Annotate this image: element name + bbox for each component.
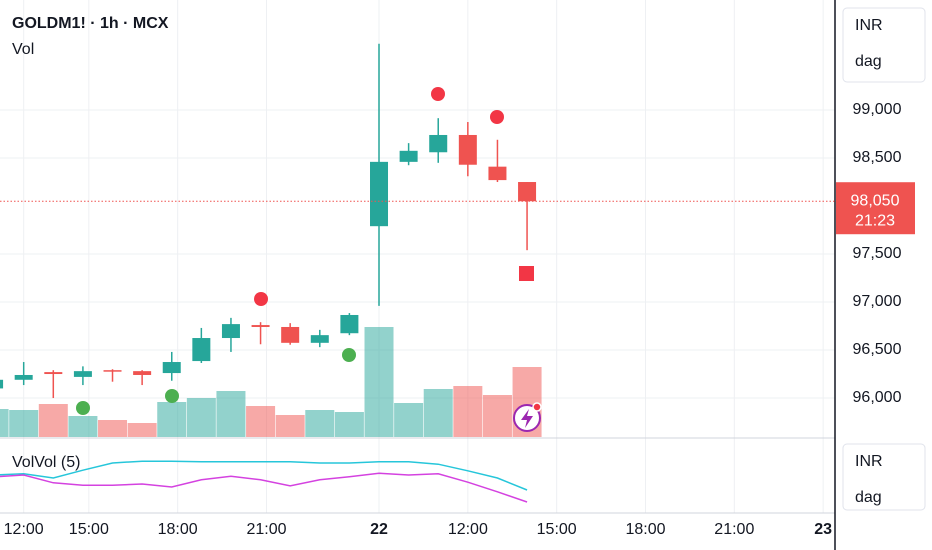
y-tick-label: 98,500: [853, 149, 902, 166]
volume-bar: [9, 410, 39, 437]
candle-body: [0, 379, 4, 389]
x-tick-label: 22: [370, 521, 388, 538]
signal-dot: [490, 110, 504, 124]
volume-bar: [334, 412, 364, 437]
y-tick-label: 97,500: [853, 245, 902, 262]
volume-bar: [305, 410, 335, 437]
x-tick-label: 15:00: [69, 521, 109, 538]
scale-box[interactable]: [842, 7, 926, 83]
candle-body: [488, 166, 507, 181]
countdown: 21:23: [855, 212, 895, 229]
alert-icon[interactable]: [513, 402, 542, 432]
scale-mode: dag: [855, 489, 882, 506]
x-tick-label: 18:00: [158, 521, 198, 538]
volume-bar: [127, 423, 157, 437]
volume-bar: [453, 386, 483, 437]
signal-dot: [342, 348, 356, 362]
overlay: 98,050 21:23: [0, 182, 915, 235]
last-price-label: 98,050: [851, 192, 900, 209]
x-tick-label: 21:00: [714, 521, 754, 538]
candle-body: [310, 335, 329, 343]
volume-bar: [216, 391, 246, 437]
candle-body: [458, 134, 477, 165]
signal-dot: [76, 401, 90, 415]
candle-body: [281, 326, 300, 343]
indicator-line: [0, 460, 528, 491]
volume-bar: [186, 398, 216, 437]
x-tick-label: 12:00: [4, 521, 44, 538]
volume-bar: [482, 395, 512, 437]
candle-body: [429, 134, 448, 153]
candle-body: [251, 325, 270, 327]
candle-body: [192, 338, 211, 362]
volume-bar: [423, 389, 453, 437]
volume-bar: [157, 402, 187, 437]
volume-bar: [98, 420, 128, 437]
volume-bar: [364, 327, 394, 437]
volume-bar: [38, 404, 68, 437]
scale-box[interactable]: [842, 443, 926, 511]
indicator-line: [0, 472, 528, 503]
y-tick-label: 96,500: [853, 341, 902, 358]
indicator-label: VolVol (5): [12, 454, 80, 471]
volume-layer: [0, 327, 542, 437]
last-price-box: [836, 182, 915, 235]
candle-body: [399, 150, 418, 162]
candle-body: [518, 182, 537, 202]
candle-body: [221, 324, 240, 339]
y-tick-label: 96,000: [853, 389, 902, 406]
signal-square: [519, 266, 534, 281]
x-tick-label: 23: [814, 521, 832, 538]
chart-title: GOLDM1! · 1h · MCX: [12, 15, 169, 32]
candle-body: [340, 314, 359, 334]
candle-body: [370, 161, 389, 227]
currency: INR: [855, 17, 883, 34]
signal-dot: [165, 389, 179, 403]
currency: INR: [855, 453, 883, 470]
volume-bar: [394, 403, 424, 437]
volume-label: Vol: [12, 41, 34, 58]
x-tick-label: 21:00: [246, 521, 286, 538]
x-tick-label: 12:00: [448, 521, 488, 538]
candle-body: [133, 371, 152, 375]
candle-body: [73, 371, 92, 377]
y-tick-label: 99,000: [853, 101, 902, 118]
candle-body: [44, 372, 63, 375]
volume-bar: [68, 416, 98, 437]
x-tick-label: 18:00: [625, 521, 665, 538]
signal-dot: [254, 292, 268, 306]
signal-dot: [431, 87, 445, 101]
candle-body: [14, 374, 33, 380]
candle-layer: [0, 43, 537, 399]
x-tick-label: 15:00: [537, 521, 577, 538]
y-tick-label: 97,000: [853, 293, 902, 310]
scale-mode: dag: [855, 53, 882, 70]
indicator-layer: [0, 460, 528, 503]
volume-bar: [275, 415, 305, 437]
candle-body: [103, 370, 122, 372]
volume-bar: [0, 409, 9, 437]
volume-bar: [246, 406, 276, 437]
candle-body: [162, 362, 181, 374]
